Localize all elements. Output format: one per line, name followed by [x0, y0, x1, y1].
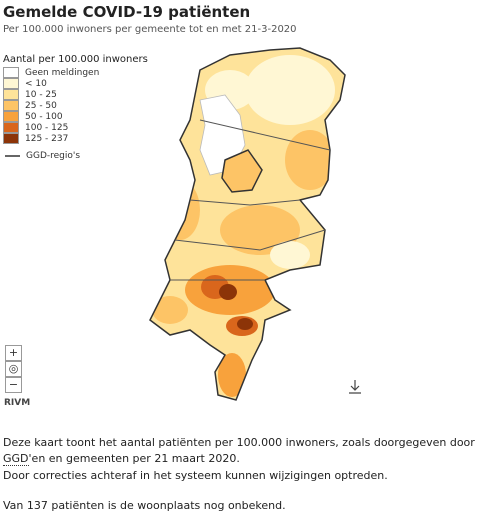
- text: Deze kaart toont het aantal patiënten pe…: [3, 436, 475, 449]
- legend-label: Geen meldingen: [25, 68, 100, 78]
- legend-item: 10 - 25: [3, 89, 57, 100]
- legend-label: 125 - 237: [25, 134, 69, 144]
- legend-label: 50 - 100: [25, 112, 63, 122]
- text: 'en en gemeenten per 21 maart 2020.: [28, 452, 240, 465]
- legend-item: 100 - 125: [3, 122, 68, 133]
- country-border: [149, 47, 346, 401]
- legend-swatch: [3, 133, 19, 144]
- paragraph: Van 137 patiënten is de woonplaats nog o…: [3, 499, 286, 512]
- title: Gemelde COVID-19 patiënten: [3, 3, 251, 21]
- map: [5, 47, 361, 401]
- paragraph: Deze kaart toont het aantal patiënten pe…: [3, 435, 497, 467]
- legend-swatch: [3, 89, 19, 100]
- reset[interactable]: ◎: [5, 361, 22, 377]
- legend-swatch: [3, 78, 19, 89]
- legend-label: 100 - 125: [25, 123, 69, 133]
- abbreviation[interactable]: GGD: [3, 452, 29, 466]
- legend-item: Geen meldingen: [3, 67, 99, 78]
- flevoland: [221, 149, 263, 193]
- subtitle: Per 100.000 inwoners per gemeente tot en…: [3, 24, 297, 35]
- source: RIVM: [4, 398, 31, 408]
- legend-swatch: [3, 67, 19, 78]
- legend-label: 10 - 25: [25, 90, 57, 100]
- legend-item: 50 - 100: [3, 111, 63, 122]
- zoom-out[interactable]: −: [5, 377, 22, 393]
- legend-label: 25 - 50: [25, 101, 57, 111]
- zoom-in[interactable]: +: [5, 345, 22, 361]
- legend-item: < 10: [3, 78, 47, 89]
- legend-title: Aantal per 100.000 inwoners: [3, 54, 148, 65]
- municipalities: [150, 48, 345, 400]
- legend-item: 25 - 50: [3, 100, 57, 111]
- legend-swatch: [3, 111, 19, 122]
- ggd-borders: [170, 119, 331, 281]
- legend-swatch: [3, 100, 19, 111]
- legend-border-label: GGD-regio's: [26, 151, 81, 161]
- legend-item: 125 - 237: [3, 133, 68, 144]
- legend-swatch: [3, 122, 19, 133]
- paragraph: Door correcties achteraf in het systeem …: [3, 469, 388, 482]
- download-icon[interactable]: [349, 380, 361, 394]
- legend-label: < 10: [25, 79, 47, 89]
